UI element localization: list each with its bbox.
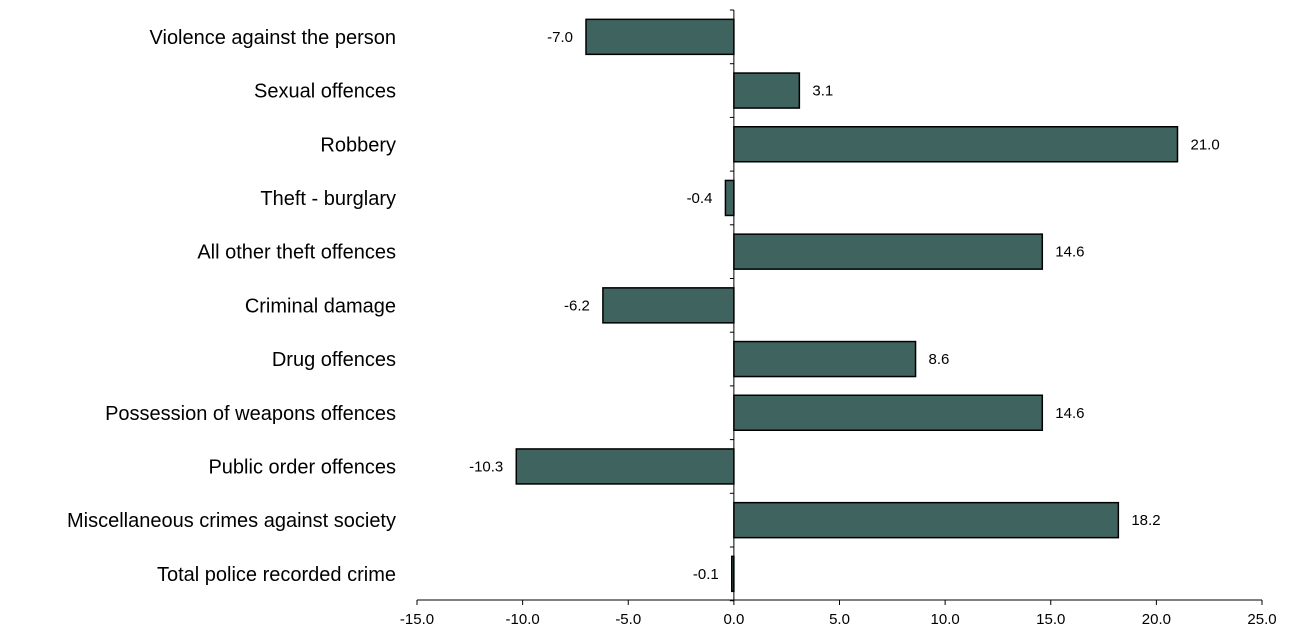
x-tick-label: -5.0 <box>615 611 641 628</box>
category-label: All other theft offences <box>197 242 396 264</box>
bar <box>585 18 735 56</box>
category-label: Public order offences <box>208 456 396 478</box>
x-tick-label: 10.0 <box>931 611 960 628</box>
category-labels: Violence against the person Sexual offenc… <box>67 27 396 586</box>
data-label: 21.0 <box>1191 136 1220 153</box>
category-label: Drug offences <box>272 349 396 371</box>
category-label: Miscellaneous crimes against society <box>67 510 396 532</box>
bar <box>515 448 735 485</box>
category-label: Robbery <box>320 134 396 156</box>
bar <box>733 126 1179 163</box>
data-label: -0.4 <box>687 190 713 207</box>
category-label: Sexual offences <box>254 81 396 103</box>
category-label: Total police recorded crime <box>157 564 396 586</box>
bar <box>733 501 1120 539</box>
x-tick-label: -10.0 <box>506 611 540 628</box>
value-labels: -7.0 3.1 21.0 -0.4 14.6 -6.2 8.6 14.6 -10.3 18.2 -… <box>469 29 1220 583</box>
category-label: Violence against the person <box>150 27 396 49</box>
x-tick-label: 5.0 <box>829 611 850 628</box>
bars <box>515 18 1179 593</box>
data-label: -6.2 <box>564 297 590 314</box>
bar <box>733 394 1044 431</box>
bar <box>733 72 801 109</box>
bar <box>602 287 735 324</box>
bar <box>733 340 917 378</box>
category-label: Criminal damage <box>245 295 396 317</box>
bar <box>733 233 1044 270</box>
x-tick-label: 20.0 <box>1142 611 1171 628</box>
category-label: Possession of weapons offences <box>105 403 396 425</box>
x-tick-label: 0.0 <box>723 611 744 628</box>
data-label: 3.1 <box>812 83 833 100</box>
axes: -15.0 -10.0 -5.0 0.0 5.0 10.0 15.0 20.0 25.0 <box>400 9 1277 628</box>
data-label: 14.6 <box>1055 244 1084 261</box>
bar <box>724 179 735 217</box>
data-label: 14.6 <box>1055 405 1084 422</box>
data-label: 8.6 <box>929 351 950 368</box>
data-label: 18.2 <box>1131 512 1160 529</box>
data-label: -7.0 <box>547 29 573 46</box>
x-tick-label: 25.0 <box>1247 611 1276 628</box>
x-tick-label: -15.0 <box>400 611 434 628</box>
data-label: -10.3 <box>469 458 503 475</box>
category-label: Theft - burglary <box>260 188 396 210</box>
x-tick-label: 15.0 <box>1036 611 1065 628</box>
data-label: -0.1 <box>693 566 719 583</box>
